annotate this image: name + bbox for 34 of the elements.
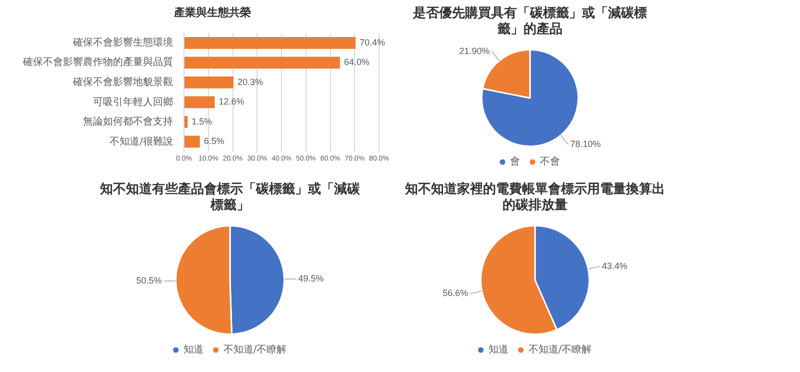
legend-label: 不會	[540, 155, 560, 168]
bar	[184, 116, 188, 128]
data-label: 56.6%	[442, 288, 468, 298]
y-tick-label: 不知道/很難說	[110, 135, 173, 148]
data-label: 21.90%	[459, 45, 490, 56]
legend-label: 知道	[488, 343, 508, 356]
data-label: 43.4%	[602, 260, 628, 270]
data-label: 20.3%	[237, 76, 264, 87]
data-label: 78.10%	[570, 138, 601, 149]
data-label: 6.5%	[204, 136, 224, 146]
data-label: 49.5%	[298, 272, 324, 283]
data-label: 64.0%	[344, 56, 370, 67]
data-label: 70.4%	[360, 37, 386, 48]
bar	[184, 36, 356, 49]
chart-title: 是否優先購買具有「碳標籤」或「減碳標籤」的產品	[412, 6, 648, 38]
legend-label: 會	[510, 155, 520, 168]
data-label: 50.5%	[136, 275, 162, 286]
y-tick-label: 可吸引年輕人回鄉	[93, 96, 173, 108]
y-tick-label: 確保不會影響地貌景觀	[72, 76, 173, 88]
chart-title: 知不知道家裡的電費帳單會標示用電量換算出的碳排放量	[405, 182, 665, 214]
y-tick-label: 無論如何都不會支持	[83, 115, 173, 128]
chart-title: 產業與生態共榮	[173, 6, 252, 20]
bar	[184, 56, 340, 68]
data-label: 1.5%	[192, 116, 212, 126]
legend-label: 不知道/不瞭解	[223, 343, 287, 356]
y-tick-label: 確保不會影響生態環境	[72, 36, 173, 48]
legend-label: 不知道/不瞭解	[528, 343, 592, 356]
legend-label: 知道	[183, 343, 204, 356]
bar	[184, 136, 200, 148]
bar	[184, 76, 234, 88]
data-label: 12.6%	[218, 96, 244, 106]
bar	[184, 96, 215, 108]
chart-title: 知不知道有些產品會標示「碳標籤」或「減碳標籤」	[100, 182, 360, 214]
y-tick-label: 確保不會影響農作物的產量與品質	[22, 56, 173, 68]
